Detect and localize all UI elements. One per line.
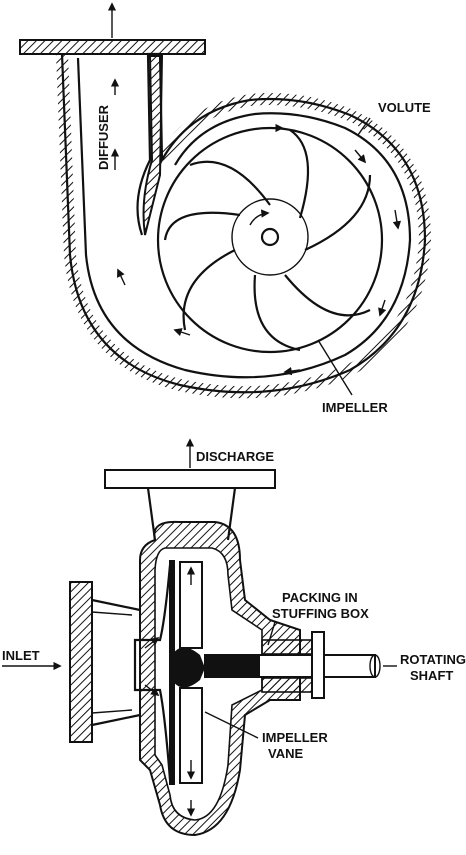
impeller-vane-lower [179, 687, 203, 784]
impeller-vane-leader [204, 711, 259, 739]
shaft-center [260, 227, 280, 247]
section-flow-arrows [144, 566, 196, 817]
inlet-throat [91, 598, 141, 727]
discharge-label: DISCHARGE [196, 449, 274, 464]
stuffing-box-bottom [261, 677, 313, 693]
casing-inner-wall [76, 57, 412, 379]
packing-label-line2: STUFFING BOX [272, 606, 369, 621]
impeller-leader [317, 339, 353, 396]
volute-casing-view: DIFFUSER VOLUTE IMPELLER [19, 2, 432, 415]
impeller-label: IMPELLER [322, 400, 388, 415]
diffuser-label: DIFFUSER [96, 104, 111, 170]
impeller-rim [156, 126, 384, 354]
impeller-vane-label-line2: VANE [268, 746, 303, 761]
pump-section-view: DISCHARGE [2, 438, 466, 837]
volute-label: VOLUTE [378, 100, 431, 115]
volute-leader [357, 117, 371, 136]
rotating-label-line1: ROTATING [400, 652, 466, 667]
impeller-vane-upper [179, 561, 203, 649]
discharge-flange-section [104, 469, 276, 489]
casing-hatch-outer [56, 53, 432, 399]
volute-flow-arrows [110, 78, 402, 376]
inlet-label: INLET [2, 648, 40, 663]
impeller-hub-section [172, 647, 205, 688]
packing-leader [267, 621, 276, 646]
impeller-vane-label-line1: IMPELLER [262, 730, 328, 745]
rotating-label-line2: SHAFT [410, 668, 453, 683]
cutwater-tongue [142, 55, 164, 236]
rotation-arrow [249, 209, 270, 226]
impeller-shroud [133, 564, 172, 781]
shaft-end [369, 654, 381, 678]
gland-follower [311, 631, 325, 699]
discharge-flange [19, 39, 206, 55]
shaft-sleeve [205, 655, 260, 677]
inlet-flange [69, 581, 93, 743]
impeller-hub [231, 198, 309, 276]
packing-label-line1: PACKING IN [282, 590, 358, 605]
impeller-vanes [163, 129, 372, 352]
inlet-throat-inner [91, 611, 133, 714]
